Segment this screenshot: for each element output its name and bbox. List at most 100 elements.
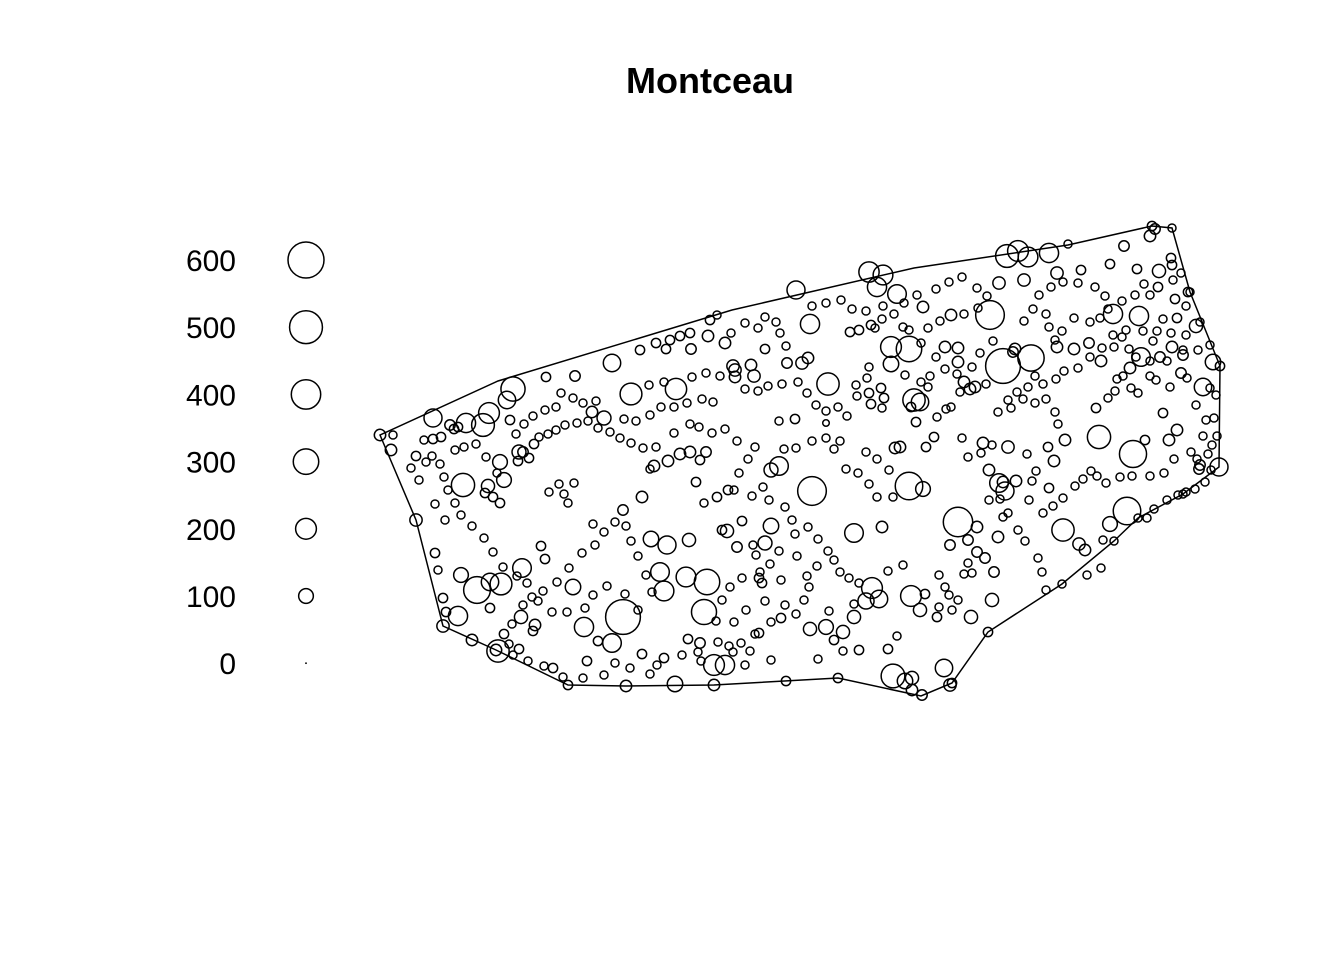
data-point: [863, 387, 875, 399]
data-point: [513, 609, 529, 625]
data-point: [1023, 382, 1033, 392]
data-point: [544, 487, 554, 497]
data-point: [563, 498, 573, 508]
data-point: [645, 669, 655, 679]
data-point: [1017, 344, 1045, 372]
data-point: [429, 547, 441, 559]
data-point: [543, 429, 553, 439]
data-point: [942, 506, 974, 538]
data-point: [1167, 223, 1177, 233]
data-point: [647, 587, 657, 597]
data-point: [1201, 415, 1211, 425]
data-point: [535, 540, 547, 552]
data-point: [866, 276, 888, 298]
data-point: [762, 517, 780, 535]
data-point: [562, 679, 574, 691]
data-point: [828, 634, 840, 646]
data-point: [750, 442, 760, 452]
data-point: [995, 481, 1015, 501]
data-point: [700, 446, 712, 458]
data-point: [556, 388, 566, 398]
data-point: [1038, 242, 1060, 264]
data-point: [443, 485, 453, 495]
data-point: [487, 491, 499, 503]
data-point: [664, 334, 676, 346]
data-point: [619, 679, 633, 693]
data-point: [517, 446, 529, 458]
data-point: [539, 661, 549, 671]
data-point: [905, 683, 919, 697]
data-point: [786, 280, 806, 300]
data-point: [1027, 476, 1037, 486]
data-point: [682, 398, 692, 408]
data-point: [951, 355, 965, 369]
data-point: [720, 424, 730, 434]
data-point: [747, 369, 761, 383]
data-point: [931, 284, 941, 294]
legend-label: 300: [186, 447, 236, 480]
data-point: [750, 629, 760, 639]
data-point: [1094, 354, 1108, 368]
data-point: [533, 596, 543, 606]
data-point: [1131, 263, 1143, 275]
data-point: [1165, 252, 1177, 264]
data-point: [829, 555, 839, 565]
data-point: [728, 370, 742, 384]
data-point: [522, 578, 532, 588]
data-point: [763, 462, 779, 478]
data-point: [1048, 501, 1058, 511]
data-point: [410, 450, 422, 462]
data-point: [916, 689, 928, 701]
data-point: [551, 425, 561, 435]
data-point: [963, 452, 973, 462]
legend-marker: [305, 662, 307, 665]
legend: 600 500 400 300 200 100 0: [186, 241, 325, 681]
data-point: [1138, 326, 1148, 336]
data-point: [974, 299, 1006, 331]
data-point: [1097, 343, 1107, 353]
data-point: [715, 371, 725, 381]
data-point: [1058, 433, 1072, 447]
data-point: [384, 443, 398, 457]
data-point: [787, 515, 797, 525]
data-point: [645, 464, 655, 474]
data-point: [777, 379, 787, 389]
data-point: [693, 568, 721, 596]
data-point: [1109, 342, 1119, 352]
data-point: [967, 568, 977, 578]
data-point: [1149, 223, 1161, 235]
data-point: [719, 523, 735, 539]
data-point: [699, 498, 709, 508]
data-point: [753, 323, 763, 333]
data-point: [996, 475, 1010, 489]
data-point: [693, 647, 703, 657]
data-point: [1085, 352, 1095, 362]
data-point: [498, 628, 510, 640]
data-point: [1214, 360, 1226, 372]
data-point: [373, 428, 387, 442]
data-point: [523, 656, 533, 666]
data-point: [1158, 314, 1168, 324]
data-point: [419, 435, 429, 445]
data-point: [741, 605, 751, 615]
data-point: [904, 325, 914, 335]
data-point: [465, 633, 479, 647]
data-point: [711, 491, 723, 503]
data-point: [925, 371, 935, 381]
data-point: [481, 452, 491, 462]
data-point: [724, 641, 734, 651]
data-point: [1149, 504, 1159, 514]
data-point: [900, 370, 910, 380]
data-point: [560, 420, 570, 430]
data-point: [523, 452, 535, 464]
data-point: [1152, 281, 1164, 293]
data-point: [508, 650, 518, 660]
data-point: [547, 662, 559, 674]
data-point: [435, 459, 445, 469]
data-point: [801, 351, 815, 365]
data-point: [888, 441, 902, 455]
data-point: [910, 416, 922, 428]
data-point: [592, 635, 604, 647]
data-point: [494, 497, 506, 509]
data-point: [602, 353, 622, 373]
